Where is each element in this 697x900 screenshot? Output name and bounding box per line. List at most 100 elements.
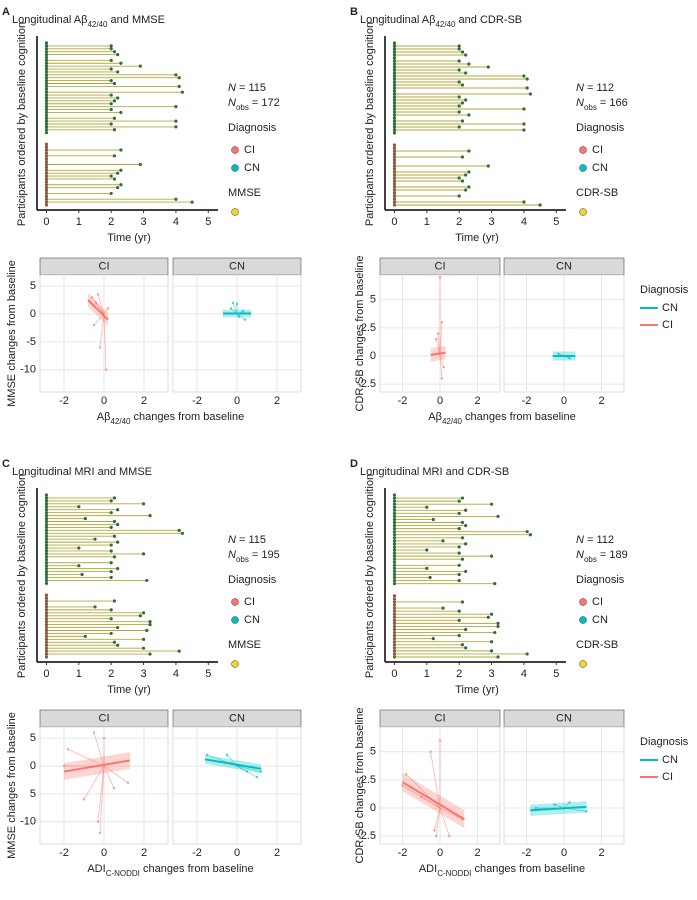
baseline-dot: [392, 572, 397, 577]
baseline-dot: [392, 83, 397, 87]
followup-dot: [112, 640, 117, 644]
baseline-dot: [44, 154, 49, 158]
y-axis-label: Participants ordered by baseline cogniti…: [16, 22, 28, 226]
followup-dot: [112, 177, 117, 181]
baseline-dot: [44, 608, 49, 612]
baseline-dot: [44, 90, 49, 94]
baseline-dot: [392, 47, 397, 51]
followup-dot: [119, 168, 123, 172]
y-axis-label: CDR-SB changes from baseline: [354, 708, 366, 864]
followup-dot: [457, 511, 461, 515]
legend-key: [579, 660, 587, 668]
baseline-dot: [44, 188, 49, 193]
x-axis-label: Time (yr): [107, 232, 151, 244]
legend-label: CI: [662, 319, 673, 331]
x-tick-label: 2: [474, 395, 480, 407]
baseline-dot: [44, 558, 49, 562]
text-part: N: [576, 534, 584, 546]
text-part: Longitudinal MRI and MMSE: [12, 466, 152, 478]
n-label: N = 115: [228, 534, 266, 546]
y-tick-label: 5: [370, 746, 376, 758]
x-tick-label: 2: [456, 216, 462, 228]
baseline-dot: [392, 149, 397, 153]
change-point: [92, 731, 96, 734]
text-part: changes from baseline: [462, 411, 576, 423]
baseline-dot: [44, 131, 49, 135]
text-part: Longitudinal Aβ: [360, 14, 435, 26]
y-axis-label: MMSE changes from baseline: [6, 260, 18, 407]
baseline-dot: [392, 578, 397, 583]
baseline-dot: [44, 113, 49, 117]
followup-dot: [138, 162, 142, 167]
followup-dot: [457, 618, 461, 622]
legend-key: [579, 598, 587, 606]
change-point: [553, 803, 556, 806]
followup-dot: [425, 505, 429, 509]
baseline-dot: [392, 582, 397, 586]
x-axis-label: Time (yr): [455, 232, 499, 244]
change-vector: [93, 313, 105, 326]
change-point: [98, 831, 102, 835]
baseline-dot: [44, 631, 49, 636]
followup-dot: [83, 516, 87, 521]
y-axis-label: Participants ordered by baseline cogniti…: [364, 474, 376, 678]
baseline-dot: [44, 643, 49, 647]
change-vector: [103, 313, 107, 370]
followup-dot: [525, 652, 529, 656]
strip-label: CI: [99, 712, 110, 724]
legend-key: [579, 616, 587, 624]
baseline-dot: [392, 548, 397, 552]
followup-dot: [109, 525, 113, 530]
followup-dot: [109, 47, 113, 51]
text-part: N: [228, 97, 236, 109]
change-point: [433, 829, 436, 832]
change-vector: [439, 355, 443, 379]
change-vector: [236, 765, 262, 772]
followup-dot: [109, 499, 113, 503]
y-tick-label: 5: [30, 280, 36, 292]
change-point: [534, 806, 538, 810]
change-vector: [95, 302, 105, 315]
baseline-dot: [392, 92, 397, 96]
change-point: [231, 301, 235, 305]
followup-dot: [180, 531, 184, 535]
followup-dot: [457, 80, 461, 84]
panel-letter: C: [2, 458, 10, 470]
baseline-dot: [44, 537, 49, 541]
x-tick-label: 0: [561, 847, 567, 859]
x-tick-label: 5: [553, 216, 559, 228]
followup-dot: [457, 68, 461, 72]
followup-dot: [174, 197, 178, 201]
followup-dot: [148, 652, 152, 656]
text-part: Longitudinal MRI and CDR-SB: [360, 466, 509, 478]
baseline-dot: [44, 623, 49, 627]
baseline-dot: [44, 646, 49, 650]
x-tick-label: 3: [141, 216, 147, 228]
followup-dot: [457, 572, 461, 577]
change-point: [585, 810, 588, 813]
baseline-dot: [44, 105, 49, 109]
text-part: N: [576, 82, 584, 94]
followup-dot: [464, 173, 468, 177]
followup-dot: [464, 569, 468, 574]
baseline-dot: [392, 128, 397, 132]
n-obs-label: Nobs = 172: [228, 97, 280, 112]
followup-dot: [464, 627, 468, 632]
change-point: [440, 321, 444, 324]
followup-dot: [109, 549, 113, 553]
legend-label: CN: [662, 302, 678, 314]
followup-dot: [109, 561, 113, 565]
change-point: [112, 787, 116, 790]
x-tick-label: 2: [456, 668, 462, 680]
text-part: = 115: [236, 82, 266, 94]
x-tick-label: -2: [398, 395, 408, 407]
baseline-dot: [392, 50, 397, 54]
followup-dot: [528, 92, 533, 96]
legend-label: CI: [592, 596, 603, 608]
baseline-dot: [44, 593, 49, 597]
x-tick-label: -2: [59, 847, 69, 859]
baseline-dot: [44, 569, 49, 574]
baseline-dot: [44, 58, 49, 62]
baseline-dot: [44, 165, 49, 169]
baseline-dot: [44, 549, 49, 553]
